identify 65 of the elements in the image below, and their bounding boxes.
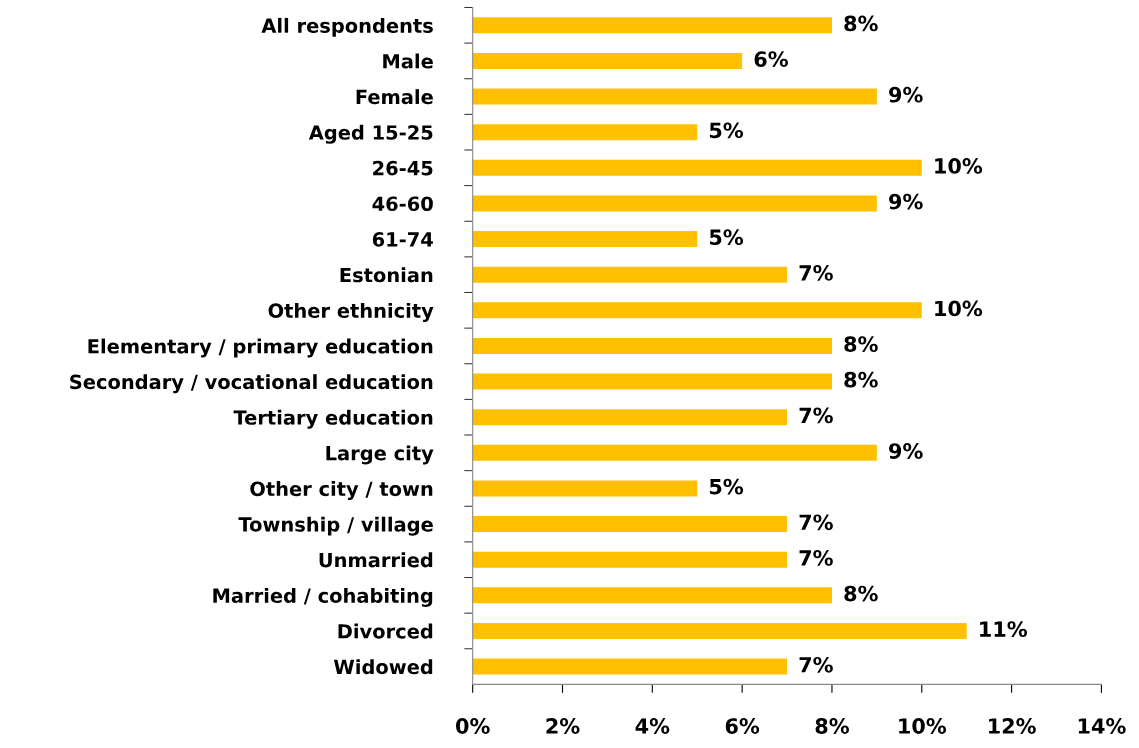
x-tick-label: 2% bbox=[546, 718, 580, 734]
data-label: 11% bbox=[980, 621, 1027, 638]
x-tick-label: 14% bbox=[1078, 718, 1126, 734]
y-tick-label: Other ethnicity bbox=[268, 302, 434, 322]
y-tick-label: Unmarried bbox=[319, 552, 433, 568]
bar bbox=[472, 266, 788, 283]
bar bbox=[472, 551, 788, 568]
x-tick-label: 12% bbox=[989, 718, 1036, 734]
data-label: 10% bbox=[935, 158, 983, 174]
data-label: 9% bbox=[889, 193, 923, 210]
data-label: 8% bbox=[844, 15, 878, 32]
y-tick-label: Other city / town bbox=[250, 481, 433, 501]
y-tick-label: Widowed bbox=[333, 659, 433, 675]
y-tick-label: 46-60 bbox=[372, 196, 433, 212]
bar bbox=[472, 409, 788, 426]
x-tick-label: 6% bbox=[725, 718, 760, 734]
data-label: 7% bbox=[799, 656, 833, 673]
y-tick-label: Estonian bbox=[340, 267, 433, 283]
data-label: 9% bbox=[889, 86, 923, 103]
x-tick-label: 8% bbox=[815, 718, 849, 734]
bar bbox=[472, 444, 877, 461]
y-tick-label: Divorced bbox=[338, 623, 433, 639]
y-tick-label: Large city bbox=[326, 445, 434, 465]
bar bbox=[472, 88, 877, 105]
data-label: 7% bbox=[799, 264, 833, 281]
bar bbox=[472, 480, 698, 497]
y-tick-label: Female bbox=[356, 89, 433, 105]
bar bbox=[472, 195, 877, 212]
data-label: 10% bbox=[935, 300, 983, 317]
bar bbox=[472, 231, 698, 248]
x-tick-label: 10% bbox=[899, 718, 947, 734]
y-tick-label: Elementary / primary education bbox=[88, 338, 433, 358]
bar bbox=[472, 52, 743, 69]
data-label: 5% bbox=[709, 229, 744, 246]
y-tick-label: All respondents bbox=[261, 17, 433, 37]
x-tick-label: 4% bbox=[635, 718, 670, 734]
y-tick-label: 26-45 bbox=[373, 160, 433, 176]
bar bbox=[472, 587, 832, 604]
bar bbox=[472, 373, 832, 390]
y-tick-label: Township / village bbox=[238, 516, 433, 536]
y-tick-label: Aged 15-25 bbox=[308, 124, 433, 144]
bar bbox=[472, 658, 788, 675]
data-label: 5% bbox=[709, 122, 744, 139]
bar bbox=[472, 159, 922, 176]
bar bbox=[472, 337, 832, 354]
data-label: 6% bbox=[754, 51, 788, 67]
x-tick-label: 0% bbox=[456, 718, 490, 734]
y-tick-label: Married / cohabiting bbox=[213, 587, 433, 607]
data-label: 7% bbox=[799, 407, 833, 424]
y-tick-label: Secondary / vocational education bbox=[70, 374, 433, 394]
bar bbox=[472, 17, 832, 34]
y-tick-label: 61-74 bbox=[372, 232, 433, 247]
y-tick-label: Male bbox=[383, 53, 433, 69]
bar bbox=[472, 622, 967, 639]
data-label: 9% bbox=[889, 443, 923, 459]
data-label: 7% bbox=[799, 514, 833, 531]
bar bbox=[472, 302, 922, 319]
bar bbox=[472, 516, 788, 533]
data-label: 5% bbox=[709, 478, 744, 495]
y-tick-label: Tertiary education bbox=[233, 409, 433, 429]
data-label: 8% bbox=[844, 371, 878, 388]
data-label: 8% bbox=[844, 585, 878, 602]
bar bbox=[472, 124, 698, 141]
data-label: 7% bbox=[799, 550, 833, 566]
data-label: 8% bbox=[844, 336, 878, 352]
